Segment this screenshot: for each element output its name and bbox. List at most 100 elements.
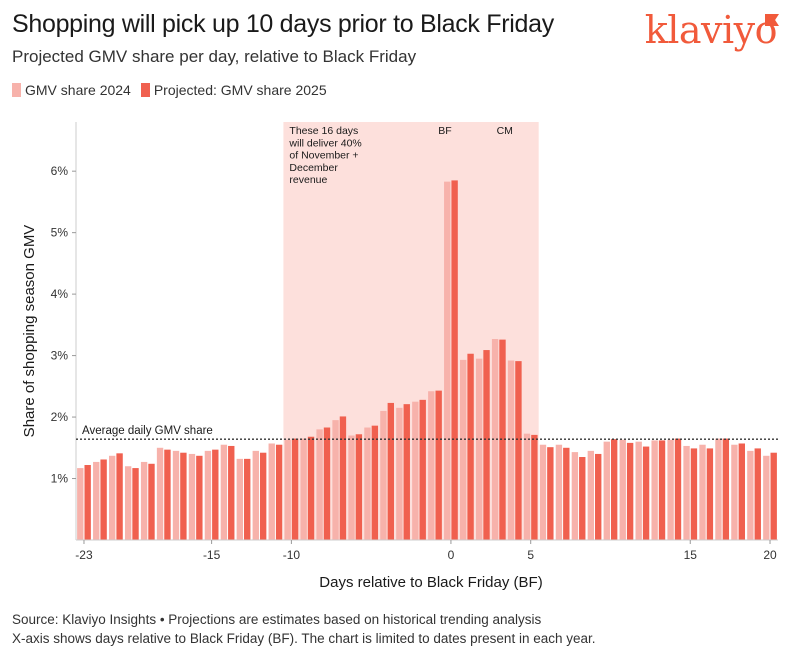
x-tick-label: -15 — [203, 548, 221, 562]
bar-2024-day-9 — [587, 450, 595, 540]
bar-2025-day--3 — [403, 404, 410, 540]
bar-2024-day--19 — [140, 461, 148, 540]
legend-item-2024: GMV share 2024 — [12, 82, 131, 98]
y-tick-label: 6% — [51, 164, 69, 178]
bar-2024-day-7 — [555, 444, 563, 540]
bar-2025-day--10 — [291, 438, 299, 540]
bar-2025-day--23 — [84, 465, 91, 540]
y-ticks: 1% 2% 3% 4% 5% 6% — [51, 164, 76, 486]
x-tick-label: -23 — [75, 548, 93, 562]
flag-icon — [765, 14, 779, 26]
bar-2025-day-2 — [483, 350, 490, 540]
bar-2025-day-1 — [467, 353, 474, 540]
bar-2024-day-15 — [683, 445, 690, 540]
bar-2025-day--13 — [244, 458, 251, 540]
bar-2024-day-10 — [603, 441, 610, 540]
bar-2025-day-16 — [706, 448, 714, 540]
x-tick-label: 0 — [448, 548, 455, 562]
bar-2024-day-6 — [539, 444, 547, 540]
bar-2025-day-0 — [451, 180, 458, 540]
x-tick-label: 5 — [527, 548, 534, 562]
bar-2025-day--20 — [132, 468, 139, 540]
bar-2025-day-8 — [579, 457, 586, 540]
source-note: Source: Klaviyo Insights • Projections a… — [12, 612, 542, 627]
y-tick-label: 1% — [51, 472, 69, 486]
bar-2025-day-17 — [722, 438, 730, 540]
x-ticks: -23 -15 -10 0 5 15 20 — [75, 540, 777, 562]
bar-2024-day--21 — [109, 455, 116, 540]
bar-2025-day-13 — [658, 440, 666, 540]
bar-chart: 1% 2% 3% 4% 5% 6% -23 -15 -10 0 5 15 20 Average dai… — [21, 122, 778, 591]
bar-2024-day--11 — [268, 443, 275, 540]
bar-2024-day-2 — [475, 358, 483, 540]
bar-2024-day--16 — [188, 453, 196, 540]
highlight-annotation-line: will deliver 40% — [288, 137, 361, 149]
bar-2025-day--9 — [307, 436, 315, 540]
bar-2024-day--9 — [300, 438, 307, 540]
bar-2024-day--13 — [236, 458, 244, 540]
cm-label: CM — [497, 125, 513, 137]
bar-2024-day--18 — [156, 447, 164, 540]
bar-2025-day--7 — [339, 416, 347, 540]
highlight-annotation-line: revenue — [289, 174, 327, 186]
x-tick-label: -10 — [283, 548, 301, 562]
bar-2025-day-4 — [515, 361, 522, 540]
bar-2025-day-18 — [738, 443, 745, 540]
legend-label-2024: GMV share 2024 — [25, 82, 131, 98]
bar-2024-day--6 — [348, 435, 355, 540]
legend-label-2025: Projected: GMV share 2025 — [153, 82, 327, 98]
bar-2024-day-4 — [507, 360, 515, 540]
bar-2024-day-16 — [699, 444, 706, 540]
bar-2025-day--22 — [100, 459, 107, 540]
bar-2025-day-10 — [610, 439, 618, 540]
klaviyo-logo: klaviyo — [644, 8, 778, 52]
bar-2024-day-5 — [523, 433, 531, 540]
bar-2024-day-17 — [715, 438, 722, 540]
bar-2024-day--20 — [124, 466, 132, 540]
bar-2025-day--16 — [196, 455, 203, 540]
bar-2025-day-9 — [595, 453, 602, 540]
x-axis-title: Days relative to Black Friday (BF) — [319, 574, 542, 591]
highlight-annotation-line: of November + — [289, 150, 358, 162]
bar-2025-day-19 — [754, 448, 761, 540]
bar-2024-day--14 — [220, 444, 228, 540]
bar-2024-day-8 — [571, 452, 579, 540]
legend-swatch-2024 — [12, 83, 21, 97]
bar-2025-day-6 — [547, 447, 554, 540]
bar-2024-day--2 — [412, 401, 419, 540]
highlight-annotation-line: These 16 days — [289, 125, 358, 137]
bar-2025-day--21 — [116, 453, 123, 540]
bar-2024-day-0 — [444, 181, 451, 540]
bar-2025-day--1 — [435, 390, 442, 540]
bar-2024-day-3 — [491, 338, 499, 540]
bf-label: BF — [438, 125, 451, 137]
bar-2024-day-14 — [667, 439, 674, 540]
bar-2024-day-20 — [763, 455, 770, 540]
bar-2024-day--23 — [77, 468, 84, 540]
x-tick-label: 20 — [763, 548, 777, 562]
bar-2024-day-12 — [635, 441, 642, 540]
y-tick-label: 2% — [51, 410, 69, 424]
highlight-annotation: These 16 days will deliver 40% of November… — [288, 125, 361, 186]
bar-2024-day--3 — [396, 407, 403, 540]
bar-2024-day--15 — [204, 450, 212, 540]
bar-2025-day--6 — [355, 434, 363, 540]
bar-2025-day-11 — [626, 442, 634, 540]
bar-2025-day-5 — [531, 434, 538, 540]
chart-title: Shopping will pick up 10 days prior to B… — [12, 10, 554, 38]
bar-2025-day--12 — [259, 452, 267, 540]
bar-2025-day--18 — [164, 449, 171, 540]
y-tick-label: 3% — [51, 349, 69, 363]
bar-2025-day--15 — [212, 449, 219, 540]
bar-2024-day--8 — [316, 429, 323, 540]
axis-note: X-axis shows days relative to Black Frid… — [12, 631, 596, 646]
bar-2024-day-11 — [619, 439, 626, 540]
y-tick-label: 4% — [51, 287, 69, 301]
bar-2025-day-20 — [770, 452, 777, 540]
chart-legend: GMV share 2024 Projected: GMV share 2025 — [12, 82, 327, 98]
chart-subtitle: Projected GMV share per day, relative to… — [12, 47, 417, 66]
bar-2025-day-7 — [563, 447, 570, 540]
bar-2025-day--17 — [180, 452, 187, 540]
bar-2024-day--1 — [428, 391, 435, 540]
bars-group — [77, 180, 777, 540]
